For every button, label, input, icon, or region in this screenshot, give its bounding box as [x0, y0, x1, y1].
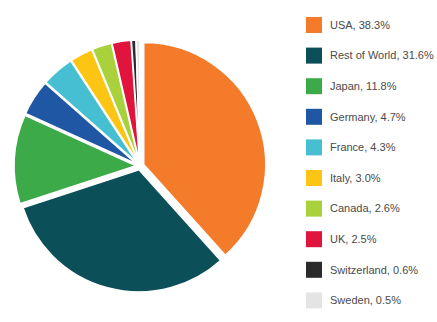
legend-label: UK, 2.5% [330, 233, 377, 245]
pie-slice [136, 40, 140, 162]
legend-label: Japan, 11.8% [330, 80, 397, 92]
legend-label: France, 4.3% [330, 141, 396, 153]
legend-swatch [306, 262, 322, 278]
legend-swatch [306, 292, 322, 308]
legend: USA, 38.3% Rest of World, 31.6% Japan, 11.… [306, 17, 434, 308]
legend-swatch [306, 48, 322, 64]
legend-swatch [306, 139, 322, 155]
legend-swatch [306, 109, 322, 125]
legend-label: Germany, 4.7% [330, 111, 406, 123]
pie-slice [112, 40, 139, 162]
legend-swatch [306, 231, 322, 247]
legend-swatch [306, 78, 322, 94]
legend-label: USA, 38.3% [330, 19, 390, 31]
legend-label: Canada, 2.6% [330, 202, 400, 214]
legend-label: Switzerland, 0.6% [330, 264, 418, 276]
legend-label: Rest of World, 31.6% [330, 49, 434, 61]
legend-label: Sweden, 0.5% [330, 294, 401, 306]
pie [14, 40, 266, 292]
legend-swatch [306, 17, 322, 33]
legend-label: Italy, 3.0% [330, 172, 381, 184]
pie-slice [131, 40, 139, 162]
legend-swatch [306, 201, 322, 217]
chart: USA, 38.3% Rest of World, 31.6% Japan, 11.… [0, 0, 437, 322]
legend-swatch [306, 170, 322, 186]
